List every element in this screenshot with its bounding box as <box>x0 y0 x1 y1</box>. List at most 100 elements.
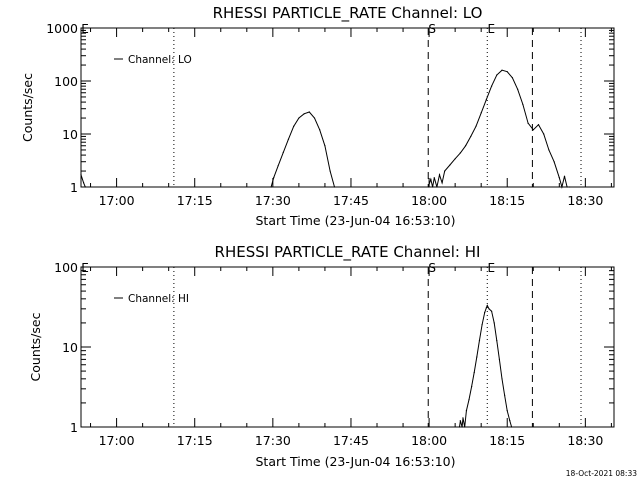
panel-1-data-point <box>543 133 545 135</box>
panel-1-data-point <box>537 124 540 126</box>
panel-1-y-tick-label: 10 <box>62 127 78 142</box>
panel-2-y-axis-label: Counts/sec <box>28 312 43 381</box>
panel-1-data-point <box>501 69 503 71</box>
panel-2-y-tick-label: 10 <box>62 340 78 355</box>
panel-1-data-point <box>569 186 571 188</box>
panel-2-data-point <box>464 426 466 428</box>
panel-1-data-point <box>558 177 560 179</box>
panel-1-x-tick-label: 18:30 <box>567 193 603 208</box>
panel-2-x-tick-label: 17:00 <box>99 433 135 448</box>
panel-1-data-point <box>563 175 566 177</box>
panel-1-data-point <box>470 135 472 138</box>
panel-1-x-tick-label: 17:30 <box>255 193 291 208</box>
panel-1-data-point <box>298 117 300 119</box>
panel-2-y-tick-label: 100 <box>54 260 78 275</box>
panel-2-data-point <box>485 307 487 309</box>
panel-1-x-tick-label: 17:00 <box>99 193 135 208</box>
panel-1-series-line-0 <box>80 69 570 189</box>
panel-1-data-point <box>287 138 290 140</box>
panel-1-data-point <box>491 85 493 87</box>
panel-2-data-point <box>510 426 513 428</box>
panel-1-data-point <box>553 161 555 163</box>
panel-1-data-point <box>433 177 435 179</box>
panel-1-data-point <box>430 178 432 180</box>
panel-2-data-point <box>471 385 473 388</box>
panel-1-y-axis-label: Counts/sec <box>20 73 35 142</box>
panel-2-title: RHESSI PARTICLE_RATE Channel: HI <box>215 243 481 262</box>
panel-1-data-point <box>324 145 326 147</box>
panel-1-data-point <box>517 88 519 90</box>
panel-2-data-point <box>462 417 464 419</box>
panel-1-data-point <box>532 129 534 131</box>
timestamp: 18-Oct-2021 08:33 <box>566 469 637 478</box>
panel-1-data-point <box>319 129 321 131</box>
panel-2-data-point <box>476 356 478 358</box>
panel-1-frame-corner-mark: E <box>81 22 89 36</box>
panel-1-x-tick-label: 18:00 <box>411 193 447 208</box>
panel-1-data-point <box>522 103 524 106</box>
panel-2-data-point <box>493 322 495 324</box>
panel-2-data-point <box>458 426 461 428</box>
panel-1-data-point <box>496 74 498 76</box>
panel-1-data-point <box>444 170 446 172</box>
panel-2-data-point <box>478 340 481 342</box>
panel-1-data-point <box>506 71 508 73</box>
panel-2-data-point <box>509 420 511 422</box>
panel-1-frame <box>80 27 615 188</box>
panel-1-data-point <box>511 77 514 79</box>
panel-1-data-point <box>293 125 295 127</box>
panel-2-x-tick-label: 18:00 <box>411 433 447 448</box>
panel-1-data-point <box>527 122 529 124</box>
panel-1-x-axis-label: Start Time (23-Jun-04 16:53:10) <box>256 213 456 228</box>
panel-2-data-point <box>484 311 486 314</box>
panel-2-x-tick-label: 17:15 <box>177 433 213 448</box>
panel-1-data-point <box>436 186 438 188</box>
panel-2-x-axis-label: Start Time (23-Jun-04 16:53:10) <box>256 454 456 469</box>
panel-1-title: RHESSI PARTICLE_RATE Channel: LO <box>213 4 483 23</box>
panel-2-data-point <box>488 308 490 310</box>
panel-1-data-point <box>329 170 331 172</box>
panel-1-data-point <box>273 177 275 179</box>
panel-1-data-point <box>313 117 316 119</box>
panel-2-data-point <box>498 358 501 360</box>
panel-1-data-point <box>308 111 310 113</box>
panel-1-end-marker-label: E <box>487 22 495 36</box>
panel-2-x-tick-label: 18:30 <box>567 433 603 448</box>
panel-1-data-point <box>303 113 305 115</box>
panel-1-data-point <box>83 182 85 184</box>
panel-1-y-tick-label: 100 <box>54 74 78 89</box>
panel-1-data-point <box>277 165 279 167</box>
panel-2-data-point <box>501 378 503 380</box>
panel-1-data-point <box>441 182 443 184</box>
panel-1-start-marker-label: S <box>428 22 436 36</box>
panel-2-frame <box>80 266 615 428</box>
panel-1-data-point <box>431 186 434 188</box>
panel-2-start-marker-label: S <box>428 261 436 275</box>
panel-1-data-point <box>282 151 284 153</box>
panel-1-data-point <box>427 186 429 188</box>
panel-2-data-point <box>465 410 468 412</box>
panel-2-data-point <box>504 394 506 396</box>
panel-1-data-point <box>475 125 477 127</box>
panel-1-data-point <box>480 112 482 114</box>
panel-2-series-line-0 <box>459 304 513 428</box>
panel-2-y-tick-label: 1 <box>70 420 78 435</box>
panel-1-data-point <box>449 164 451 166</box>
panel-2-legend-label: Channel: HI <box>128 293 189 305</box>
panel-2-data-point <box>461 426 463 428</box>
panel-1-y-tick-label: 1 <box>70 180 78 195</box>
panel-2-data-point <box>459 420 461 422</box>
panel-1-data-point <box>485 98 487 100</box>
panel-1-data-point <box>438 174 441 176</box>
panel-1-data-point <box>459 152 461 154</box>
panel-2-x-tick-label: 17:45 <box>333 433 369 448</box>
panel-1-y-tick-label: 1000 <box>46 21 78 36</box>
panel-1-legend-label: Channel: LO <box>128 54 192 66</box>
panel-1-data-point <box>270 186 272 188</box>
panel-1-data-point <box>464 145 467 147</box>
panel-1-data-point <box>566 186 568 188</box>
panel-2-data-point <box>468 399 470 401</box>
panel-2-data-point <box>496 340 498 342</box>
panel-2-end-marker-label: E <box>487 261 495 275</box>
